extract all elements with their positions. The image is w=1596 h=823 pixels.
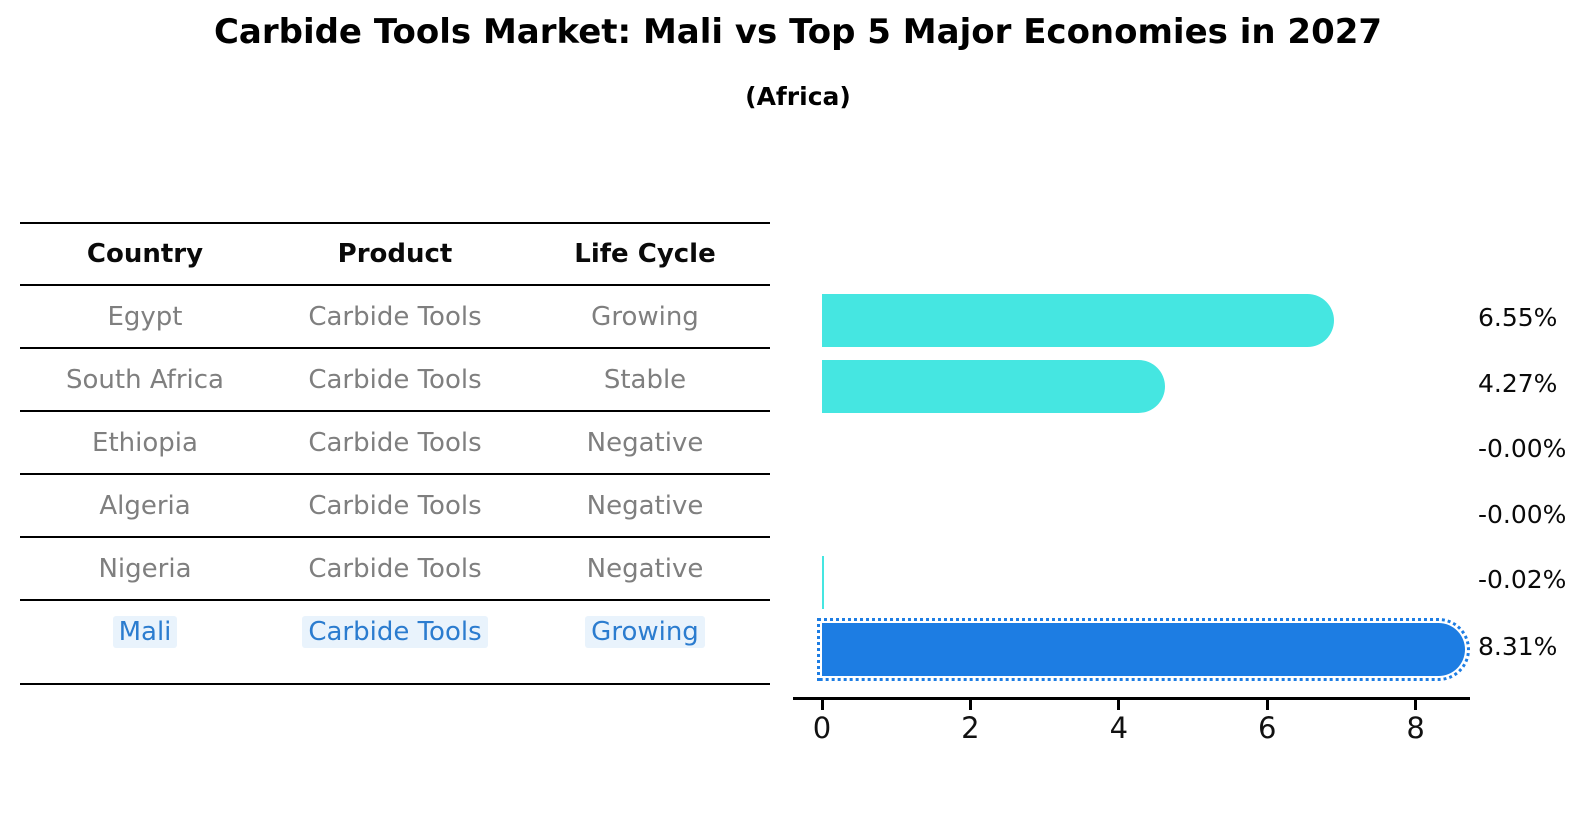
life-cycle-cell: Growing: [591, 301, 699, 332]
x-axis-tick: [1117, 700, 1121, 710]
life-cycle-cell: Stable: [603, 364, 687, 395]
product-cell: Carbide Tools: [308, 364, 482, 395]
bar-egypt: [822, 293, 1334, 347]
table-header-row: Country Product Life Cycle: [20, 223, 770, 285]
product-cell: Carbide Tools: [308, 301, 482, 332]
country-cell: Egypt: [107, 301, 183, 332]
x-axis-tick-label: 2: [961, 711, 980, 745]
bar-mali-highlighted: [817, 617, 1470, 681]
country-table: Country Product Life Cycle Egypt Carbide…: [20, 222, 770, 685]
life-cycle-cell: Growing: [520, 600, 770, 684]
country-cell: Ethiopia: [92, 427, 198, 458]
product-cell: Carbide Tools: [308, 553, 482, 584]
x-axis-tick-label: 0: [812, 711, 832, 745]
product-cell: Carbide Tools: [270, 600, 520, 684]
table-row: Ethiopia Carbide Tools Negative: [20, 411, 770, 474]
bar-value-label: 8.31%: [1478, 632, 1558, 661]
bar-value-label: -0.00%: [1478, 500, 1567, 529]
chart-subtitle: (Africa): [745, 82, 851, 111]
column-header-life-cycle: Life Cycle: [574, 239, 716, 269]
bar-nigeria: [822, 555, 824, 609]
country-cell: Mali: [20, 600, 270, 684]
column-header-country: Country: [86, 239, 204, 269]
x-axis-tick: [1414, 700, 1418, 710]
bar-value-label: 4.27%: [1478, 369, 1558, 398]
table-row: Algeria Carbide Tools Negative: [20, 474, 770, 537]
chart-title: Carbide Tools Market: Mali vs Top 5 Majo…: [213, 12, 1383, 52]
x-axis-tick: [820, 700, 824, 710]
table-row: South Africa Carbide Tools Stable: [20, 348, 770, 411]
life-cycle-cell: Negative: [586, 427, 704, 458]
column-header-product: Product: [337, 239, 453, 269]
bar-value-label: 6.55%: [1478, 303, 1558, 332]
life-cycle-cell: Negative: [586, 490, 704, 521]
x-axis-tick: [968, 700, 972, 710]
x-axis-tick: [1265, 700, 1269, 710]
table-row: Nigeria Carbide Tools Negative: [20, 537, 770, 600]
x-axis-tick-label: 4: [1109, 711, 1129, 745]
table-row: Egypt Carbide Tools Growing: [20, 285, 770, 348]
product-cell: Carbide Tools: [308, 427, 482, 458]
country-cell: Algeria: [99, 490, 191, 521]
country-cell: South Africa: [66, 364, 224, 395]
x-axis-tick-label: 6: [1257, 711, 1277, 745]
product-cell: Carbide Tools: [308, 490, 482, 521]
country-cell: Nigeria: [98, 553, 192, 584]
table-row-highlighted-mali: Mali Carbide Tools Growing: [20, 600, 770, 684]
x-axis-tick-label: 8: [1406, 711, 1425, 745]
bar-value-label: -0.02%: [1478, 565, 1567, 594]
x-axis-line: [793, 697, 1470, 700]
life-cycle-cell: Negative: [586, 553, 704, 584]
bar-south-africa: [822, 359, 1165, 413]
bar-value-label: -0.00%: [1478, 434, 1567, 463]
